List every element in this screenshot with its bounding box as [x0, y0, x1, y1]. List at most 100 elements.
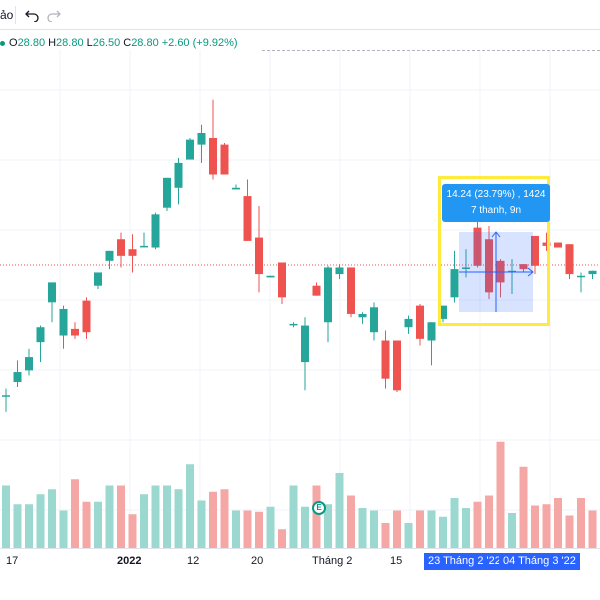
open-value: 28.80 [17, 37, 46, 49]
candle-body [542, 242, 551, 246]
candle-body [140, 245, 148, 248]
volume-bar [393, 510, 401, 548]
volume-bar [36, 494, 45, 548]
volume-bar [2, 485, 10, 548]
low-value: 26.50 [92, 37, 121, 49]
volume-bar [151, 485, 160, 548]
measure-tooltip-line1: 14.24 (23.79%) , 1424 [446, 189, 546, 200]
candle-body [462, 267, 470, 269]
volume-bar [565, 515, 574, 548]
candle-body [312, 285, 321, 296]
volume-bar [542, 504, 551, 548]
time-axis-label: 12 [187, 555, 200, 567]
top-toolbar: ảo [0, 0, 600, 30]
candle-body [128, 249, 137, 256]
candle-body [577, 275, 585, 278]
candle-body [381, 340, 390, 379]
candle-body [13, 372, 22, 382]
time-axis-label: 2022 [117, 555, 142, 567]
candle-body [232, 187, 240, 190]
volume-bar [531, 505, 539, 548]
legend-dashed-line [262, 50, 600, 51]
volume-bar [117, 485, 125, 548]
volume-bar [301, 506, 309, 548]
volume-bar [347, 495, 355, 548]
candle-body [163, 177, 171, 208]
candle-body [48, 282, 56, 303]
candle-body [174, 162, 183, 188]
status-dot-icon [0, 40, 5, 46]
measure-arrow-up-icon [491, 231, 501, 238]
volume-bar [427, 510, 436, 548]
close-label: C [123, 37, 132, 49]
volume-bar [496, 441, 505, 548]
candle-body [358, 313, 367, 318]
volume-bar [450, 498, 459, 548]
volume-bar [519, 466, 528, 548]
volume-bar [485, 495, 493, 548]
range-end-label: 04 Tháng 3 '22 [499, 553, 580, 570]
candle-body [220, 144, 229, 175]
volume-bar [13, 504, 22, 548]
undo-button[interactable] [20, 3, 44, 27]
volume-bar [335, 473, 344, 548]
candle-body [450, 269, 459, 298]
candle-body [289, 323, 298, 326]
volume-bar [381, 523, 390, 548]
candle-body [197, 133, 206, 145]
candle-body [473, 227, 482, 266]
measure-tool [459, 231, 534, 312]
candle-body [485, 239, 493, 293]
volume-bar [197, 500, 206, 548]
volume-bar [324, 504, 332, 548]
candle-body [209, 137, 217, 175]
bottom-bar [0, 574, 600, 600]
time-axis-label: 20 [251, 555, 264, 567]
ohlc-legend: O28.80 H28.80 L26.50 C28.80 +2.60 (+9.92%) [0, 37, 241, 49]
candle-body [439, 305, 447, 319]
candle-body [347, 267, 355, 314]
volume-bar [82, 501, 91, 548]
volume-bar [577, 498, 585, 548]
volume-bar [278, 529, 286, 548]
volume-bar [462, 508, 470, 548]
volume-bar [128, 514, 137, 548]
time-axis-label: 15 [390, 555, 403, 567]
chart-grid [0, 50, 600, 548]
candlesticks [2, 99, 597, 412]
volume-bar [473, 501, 482, 548]
candle-body [404, 318, 413, 328]
earnings-event-marker[interactable]: E [312, 501, 326, 515]
toolbar-divider [15, 6, 16, 24]
time-axis-label: Tháng 2 [312, 555, 353, 567]
low-label: L [86, 37, 93, 49]
candle-body [301, 325, 309, 363]
candle-body [427, 322, 436, 341]
volume-bar [48, 489, 56, 548]
candle-body [370, 307, 378, 333]
candle-body [531, 235, 539, 266]
candle-body [94, 272, 102, 286]
volume-bar [554, 498, 562, 548]
candle-body [554, 242, 562, 248]
candle-body [588, 270, 597, 275]
volume-bar [588, 510, 597, 548]
candle-body [278, 262, 286, 298]
change-value: +2.60 (+9.92%) [161, 37, 238, 49]
measure-tooltip: 14.24 (23.79%) , 1424 7 thanh, 9n [442, 184, 550, 222]
volume-bar [358, 508, 367, 548]
candle-body [335, 267, 344, 275]
volume-bar [105, 485, 114, 548]
candle-body [2, 395, 10, 397]
volume-bar [163, 485, 171, 548]
redo-button[interactable] [42, 3, 66, 27]
candle-body [255, 237, 263, 275]
measure-arrow-right-icon [527, 267, 534, 277]
time-axis[interactable]: 17 2022 12 20 Tháng 2 15 23 Tháng 2 '22 … [0, 548, 600, 575]
volume-bar [255, 511, 263, 548]
candle-body [117, 239, 125, 256]
volume-bar [25, 504, 33, 548]
candle-body [59, 308, 68, 336]
redo-icon [47, 10, 61, 22]
